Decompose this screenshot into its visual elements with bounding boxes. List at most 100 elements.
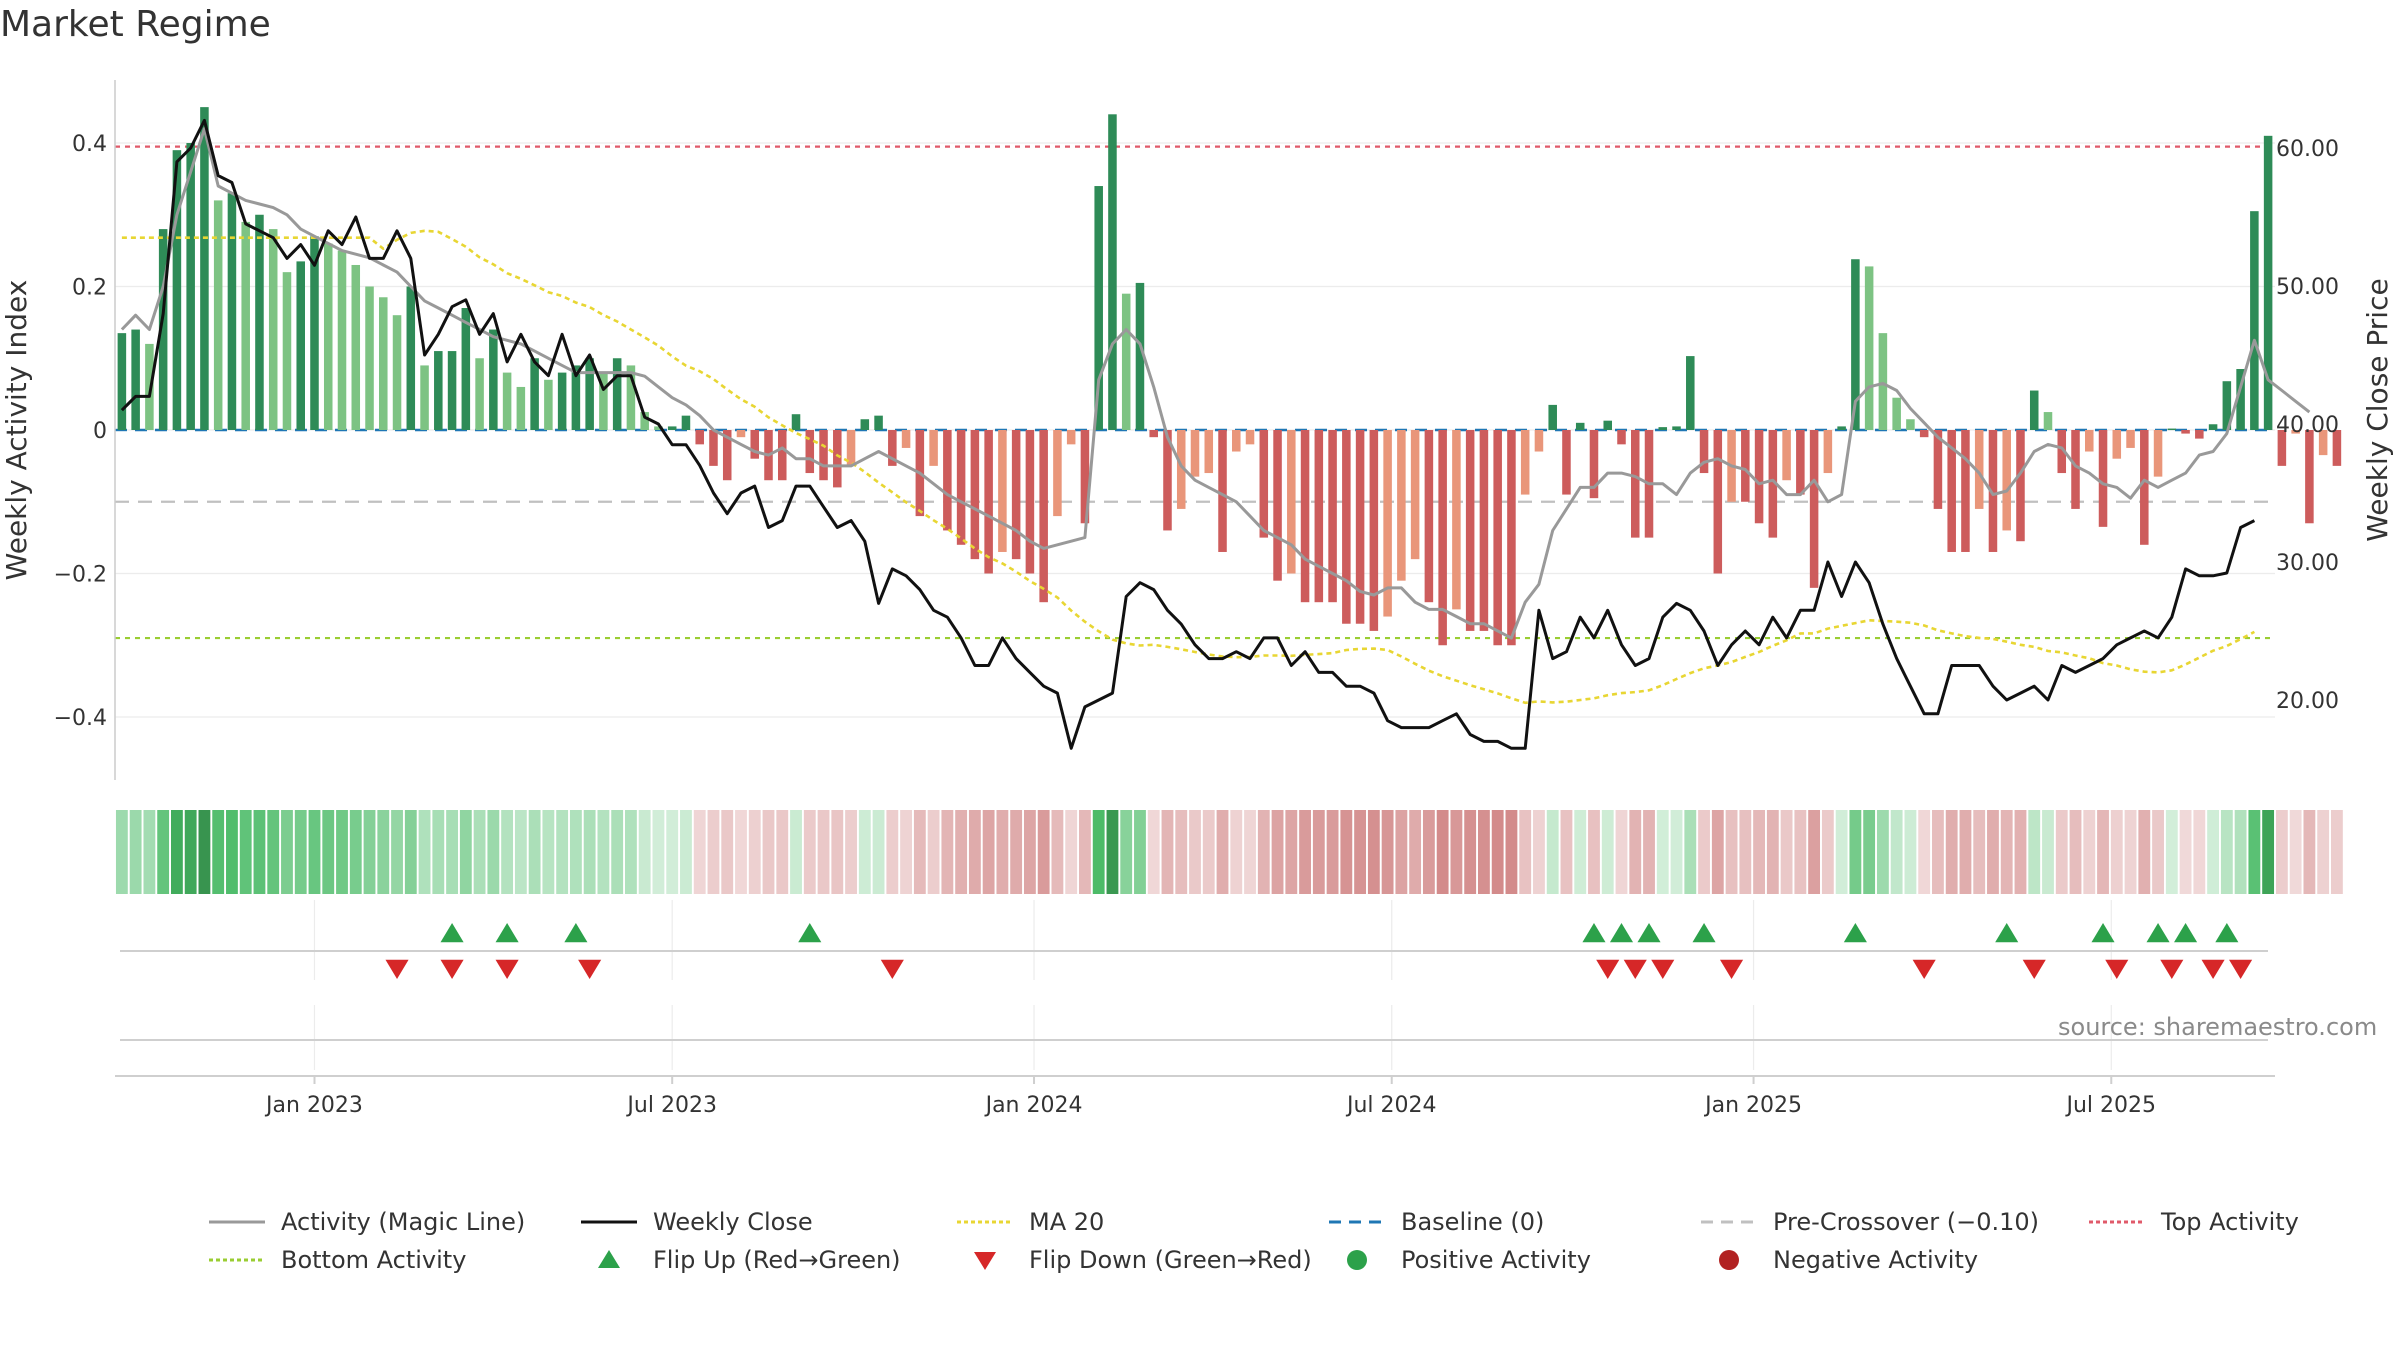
activity-bar — [502, 372, 512, 430]
magic-line — [120, 127, 2311, 640]
regime-strip-cell — [226, 810, 238, 894]
activity-bar — [1369, 430, 1379, 631]
regime-strip-cell — [1065, 810, 1078, 894]
activity-bar — [337, 250, 347, 430]
activity-bar — [833, 430, 842, 488]
activity-bar — [530, 358, 539, 430]
regime-strip-cell — [583, 810, 596, 894]
activity-bar — [709, 430, 718, 466]
activity-bars — [117, 107, 2342, 646]
regime-strip-cell — [1932, 810, 1944, 894]
activity-bar — [1534, 430, 1544, 452]
flip-up-marker — [1582, 923, 1606, 943]
activity-bar — [681, 415, 691, 430]
regime-strip-cell — [308, 810, 321, 894]
flip-down-marker — [385, 959, 409, 979]
regime-strip-cell — [2207, 810, 2220, 894]
flip-up-marker — [1637, 923, 1661, 943]
flip-down-marker — [578, 959, 602, 979]
regime-strip-cell — [735, 810, 747, 894]
legend-swatch — [1697, 1205, 1761, 1239]
activity-bar — [1300, 430, 1310, 603]
activity-bar — [585, 358, 594, 430]
legend: Activity (Magic Line) Weekly Close MA 20 Ba… — [205, 1205, 2355, 1275]
activity-bar — [2277, 430, 2287, 466]
regime-strip-cell — [418, 810, 431, 894]
regime-strip-cell — [1711, 810, 1724, 894]
activity-bar — [1121, 293, 1131, 430]
activity-bar — [571, 365, 581, 430]
regime-strip-cell — [776, 810, 789, 894]
regime-strip-cell — [1849, 810, 1862, 894]
activity-bar — [1672, 426, 1681, 430]
activity-bar — [1851, 259, 1860, 430]
regime-strip-cell — [514, 810, 527, 894]
flip-up-marker — [2174, 923, 2198, 943]
legend-item: Bottom Activity — [205, 1243, 466, 1277]
regime-strip-cell — [1312, 810, 1325, 894]
activity-bar — [2208, 424, 2218, 430]
legend-swatch — [1325, 1205, 1389, 1239]
regime-strip-cell — [129, 810, 142, 894]
regime-strip-cell — [845, 810, 857, 894]
activity-bar — [2002, 430, 2011, 531]
regime-strip-cell — [2028, 810, 2041, 894]
activity-bar — [1273, 430, 1282, 581]
regime-strip-cell — [748, 810, 761, 894]
activity-bar — [2029, 390, 2039, 430]
regime-strip-cell — [377, 810, 390, 894]
activity-bar — [2098, 430, 2108, 527]
activity-bar — [1548, 404, 1557, 430]
regime-strip-cell — [198, 810, 211, 894]
activity-bar — [1066, 430, 1076, 445]
legend-item: Weekly Close — [577, 1205, 813, 1239]
legend-item: Top Activity — [2085, 1205, 2299, 1239]
regime-strip-cell — [459, 810, 472, 894]
regime-strip-cell — [927, 810, 940, 894]
regime-strip-cell — [115, 810, 128, 894]
regime-strip-cell — [528, 810, 541, 894]
regime-strip-cell — [1010, 810, 1023, 894]
activity-bar — [1520, 430, 1530, 495]
regime-strip-cell — [1134, 810, 1146, 894]
regime-strip-cell — [1257, 810, 1270, 894]
activity-bar — [365, 286, 374, 430]
regime-strip-cell — [2042, 810, 2054, 894]
regime-strip-cell — [611, 810, 624, 894]
legend-swatch — [577, 1243, 641, 1277]
activity-bar — [1025, 430, 1035, 574]
regime-strip-cell — [2179, 810, 2192, 894]
activity-bar — [1493, 430, 1502, 646]
activity-bar — [1397, 430, 1406, 581]
activity-bar — [722, 430, 732, 481]
regime-strip-cell — [1092, 810, 1105, 894]
regime-strip-cell — [2289, 810, 2302, 894]
regime-strip-cell — [1670, 810, 1683, 894]
flip-down-marker — [2160, 959, 2184, 979]
regime-strip-cell — [569, 810, 582, 894]
activity-bar — [805, 430, 815, 474]
activity-bar — [1163, 430, 1172, 531]
legend-label: Positive Activity — [1401, 1246, 1591, 1274]
regime-strip-cell — [2262, 810, 2275, 894]
regime-strip-cell — [803, 810, 816, 894]
activity-bar — [1259, 430, 1269, 538]
legend-label: MA 20 — [1029, 1208, 1105, 1236]
regime-strip-cell — [1629, 810, 1642, 894]
activity-bar — [1452, 430, 1461, 610]
legend-swatch — [953, 1243, 1017, 1277]
activity-bar — [1039, 430, 1048, 603]
regime-strip-cell — [1725, 810, 1738, 894]
activity-bar — [1314, 430, 1324, 603]
regime-strip-cell — [913, 810, 926, 894]
regime-strip-cell — [2055, 810, 2068, 894]
legend-label: Bottom Activity — [281, 1246, 467, 1274]
regime-strip-cell — [625, 810, 637, 894]
activity-bar — [2222, 381, 2232, 430]
regime-strip-cell — [1161, 810, 1174, 894]
regime-strip-cell — [1037, 810, 1050, 894]
x-tick-label: Jan 2024 — [984, 1093, 1083, 1118]
legend-item: Negative Activity — [1697, 1243, 1978, 1277]
activity-bar — [379, 297, 388, 430]
activity-bar — [241, 221, 250, 430]
